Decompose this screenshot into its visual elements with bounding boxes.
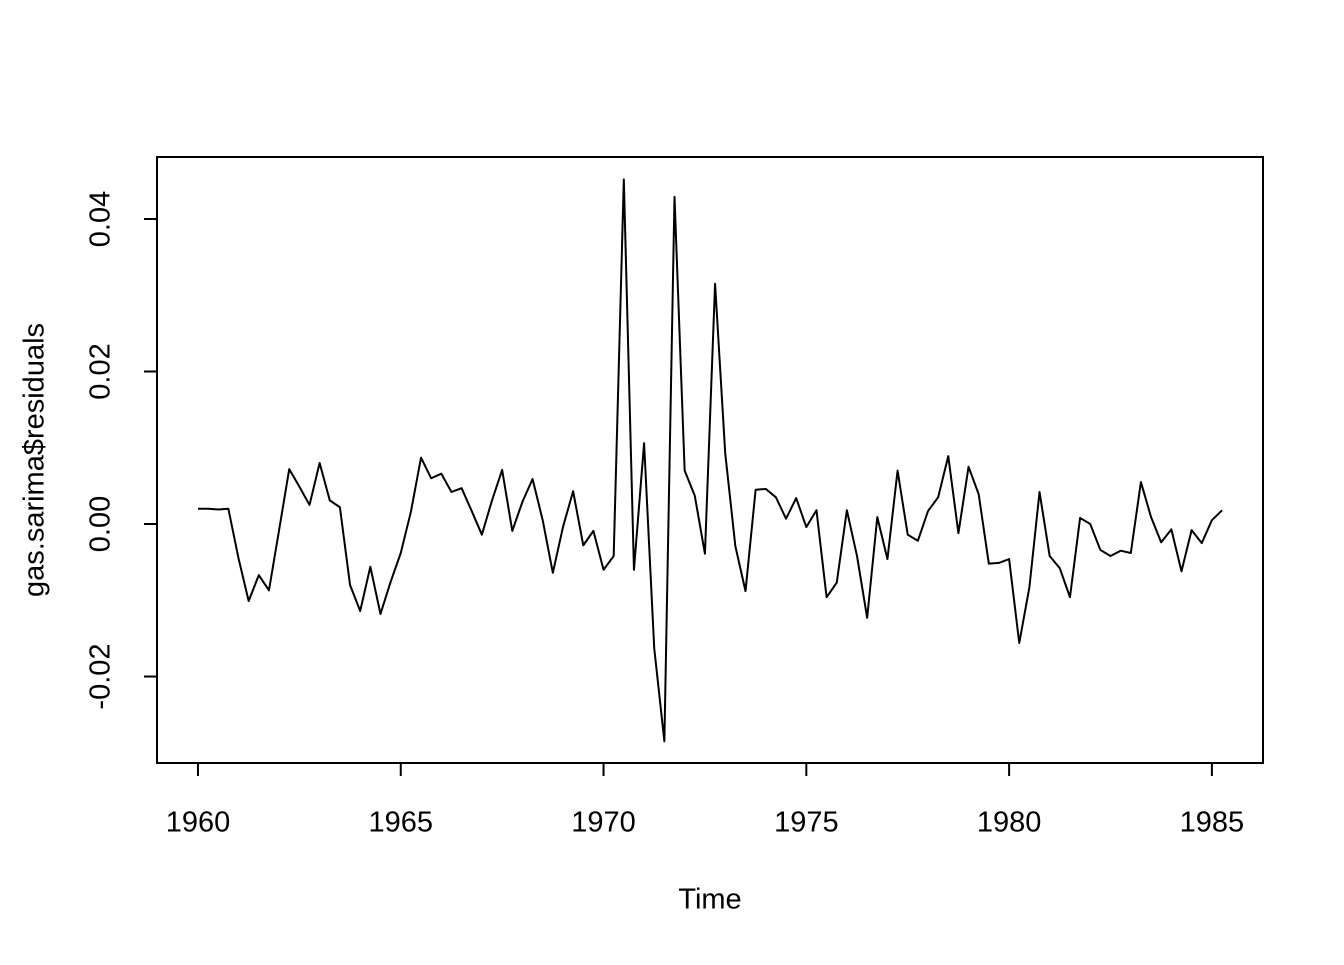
plot-box (156, 156, 1264, 764)
x-tick-label: 1985 (1180, 807, 1245, 839)
y-tick-label: 0.02 (85, 343, 117, 399)
x-tick-label: 1980 (977, 807, 1042, 839)
y-tick-label: 0.00 (85, 496, 117, 552)
x-tick-label: 1970 (571, 807, 636, 839)
x-tick-label: 1965 (368, 807, 433, 839)
x-axis-label: Time (678, 884, 741, 916)
y-tick-label: 0.04 (85, 191, 117, 247)
x-tick-label: 1975 (774, 807, 839, 839)
y-tick-label: -0.02 (85, 643, 117, 709)
y-axis-label: gas.sarima$residuals (19, 323, 51, 597)
x-tick-label: 1960 (166, 807, 231, 839)
series-line (197, 178, 1223, 743)
